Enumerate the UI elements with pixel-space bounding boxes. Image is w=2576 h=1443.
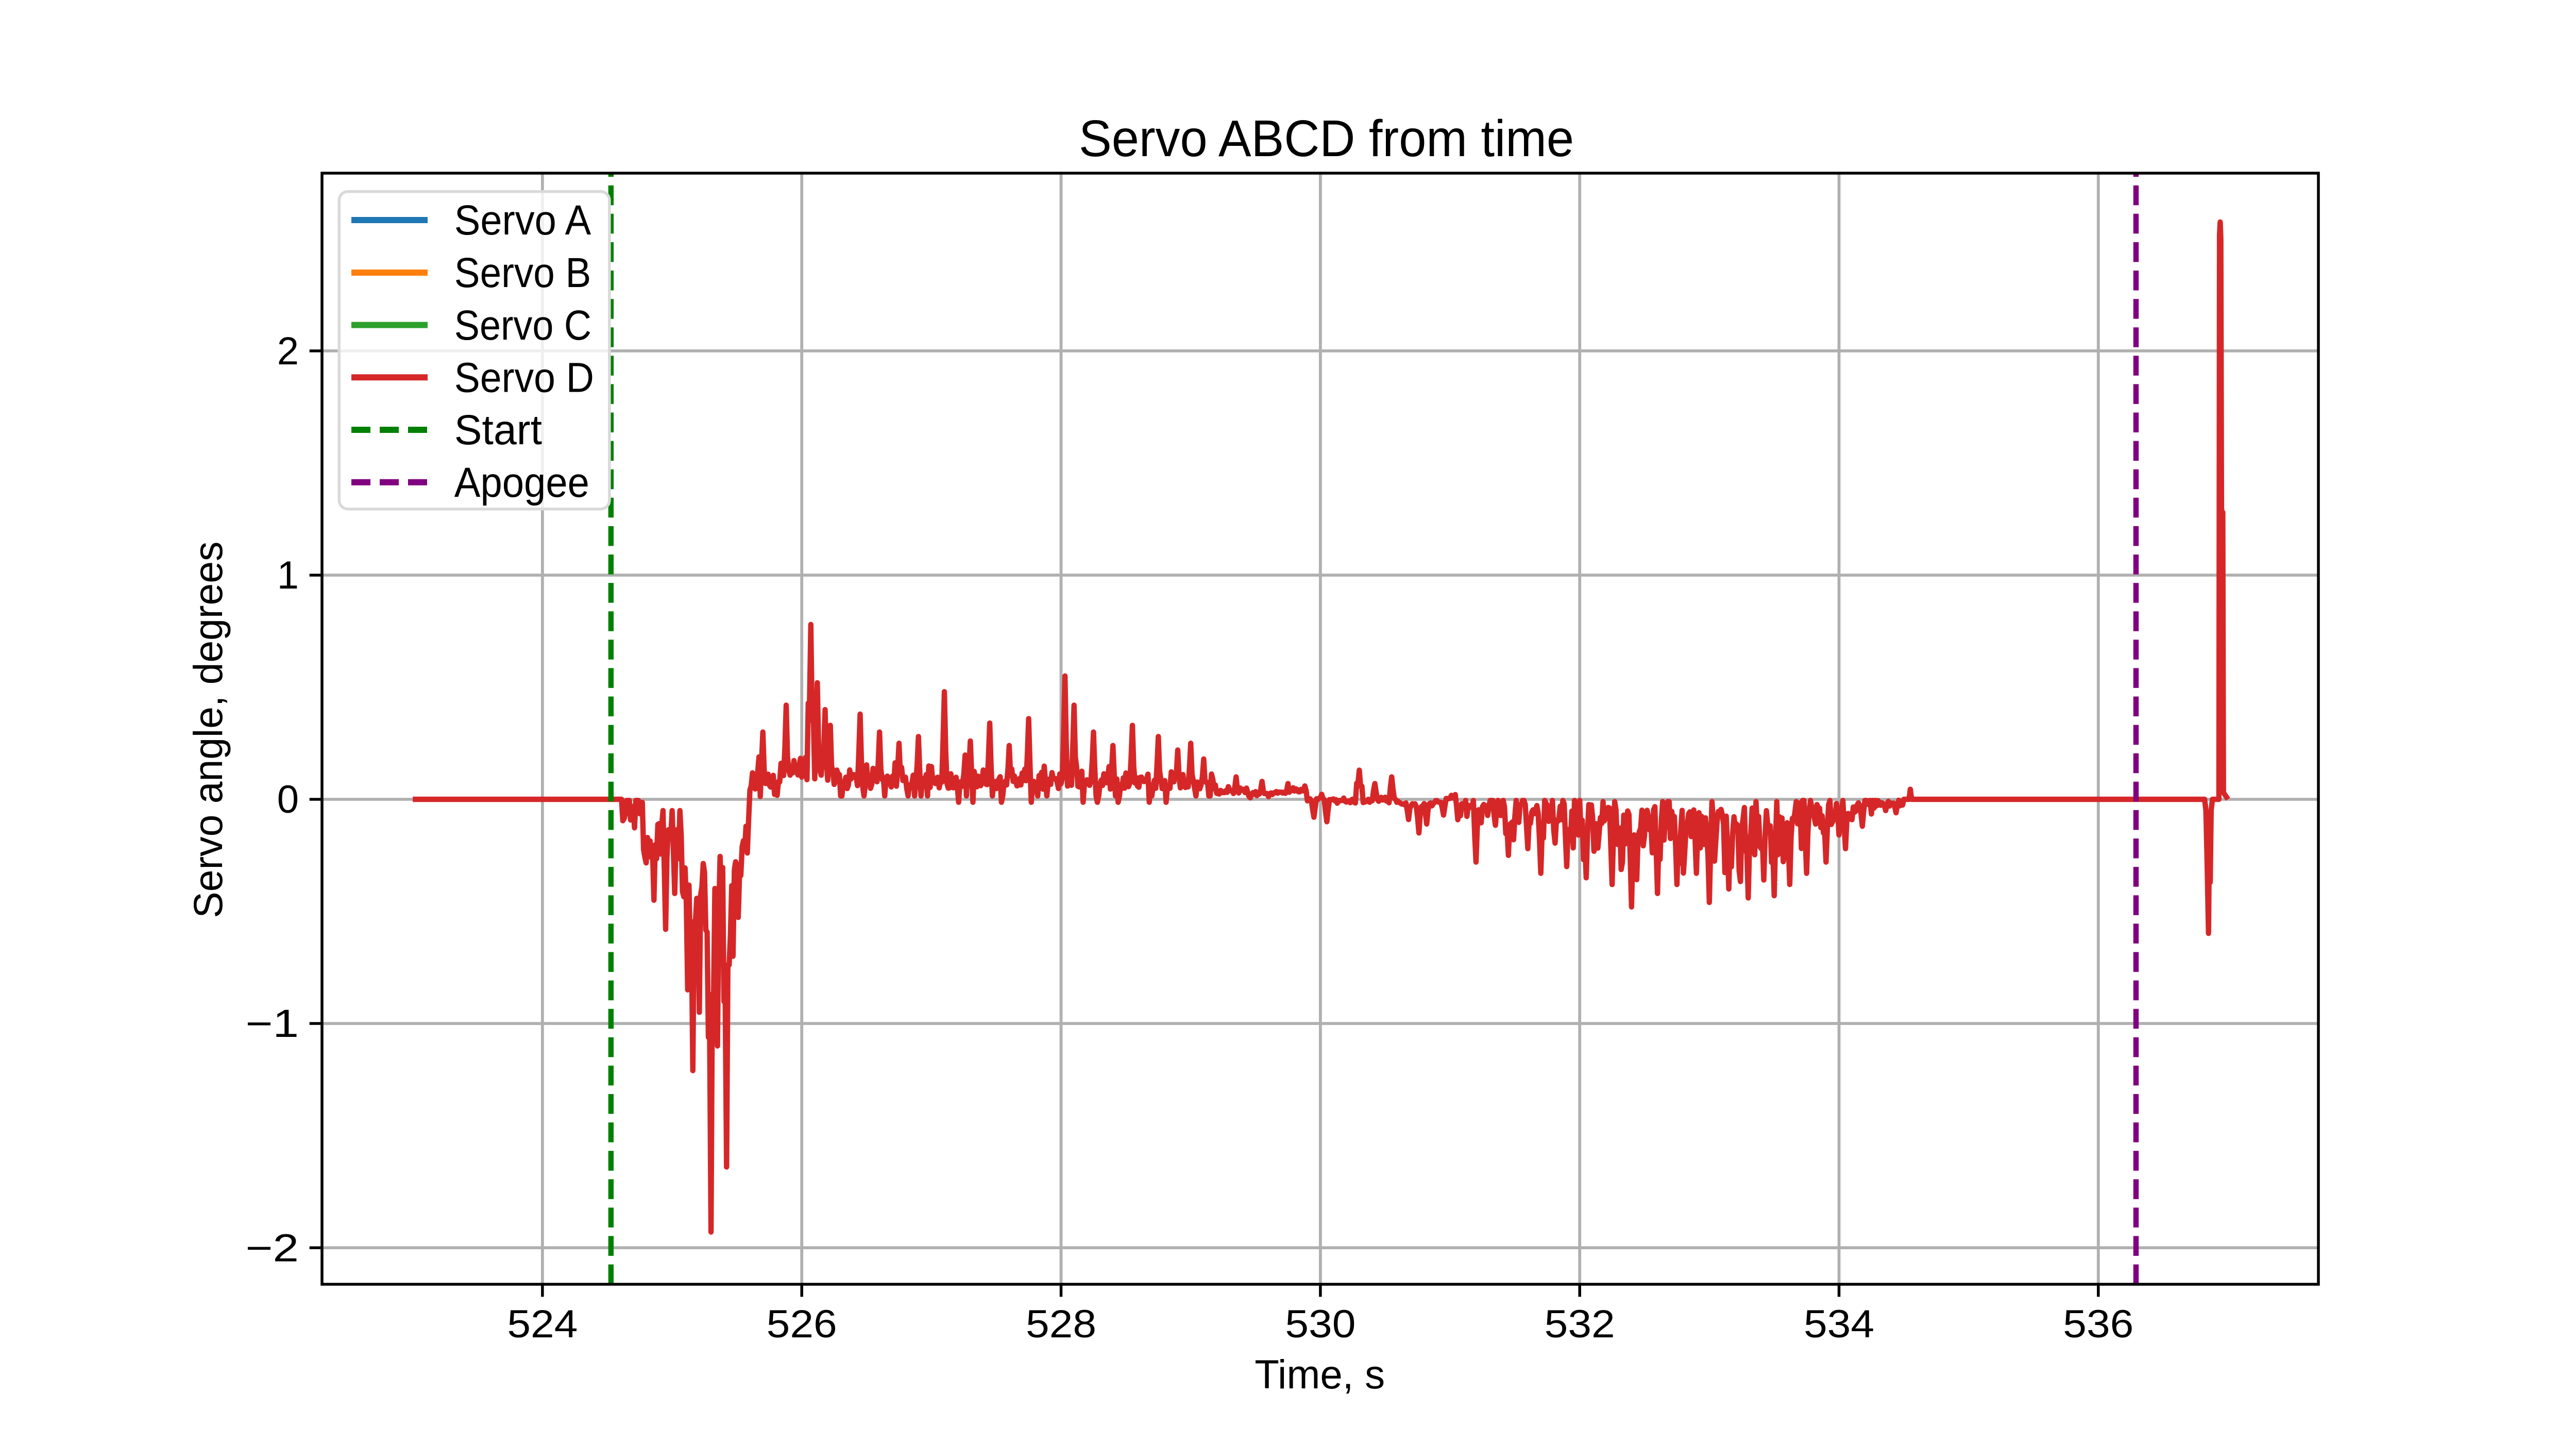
svg-text:−1: −1 xyxy=(246,1002,299,1046)
svg-text:Servo ABCD from time: Servo ABCD from time xyxy=(1079,110,1574,167)
svg-text:528: 528 xyxy=(1026,1302,1096,1346)
svg-text:Apogee: Apogee xyxy=(454,459,589,506)
svg-text:1: 1 xyxy=(277,553,299,597)
svg-text:Servo B: Servo B xyxy=(454,249,591,296)
svg-text:−2: −2 xyxy=(246,1226,299,1270)
svg-text:536: 536 xyxy=(2063,1302,2133,1346)
svg-text:534: 534 xyxy=(1804,1302,1874,1346)
svg-text:Servo A: Servo A xyxy=(454,197,591,244)
svg-text:0: 0 xyxy=(277,778,299,821)
svg-text:532: 532 xyxy=(1545,1302,1615,1346)
svg-text:526: 526 xyxy=(767,1302,837,1346)
svg-text:2: 2 xyxy=(277,329,299,373)
svg-text:Start: Start xyxy=(454,407,542,454)
svg-text:Time, s: Time, s xyxy=(1255,1351,1385,1397)
svg-text:Servo C: Servo C xyxy=(454,302,591,349)
svg-text:Servo angle, degrees: Servo angle, degrees xyxy=(185,542,231,918)
svg-text:530: 530 xyxy=(1285,1302,1355,1346)
svg-text:524: 524 xyxy=(507,1302,578,1346)
svg-text:Servo D: Servo D xyxy=(454,355,594,401)
